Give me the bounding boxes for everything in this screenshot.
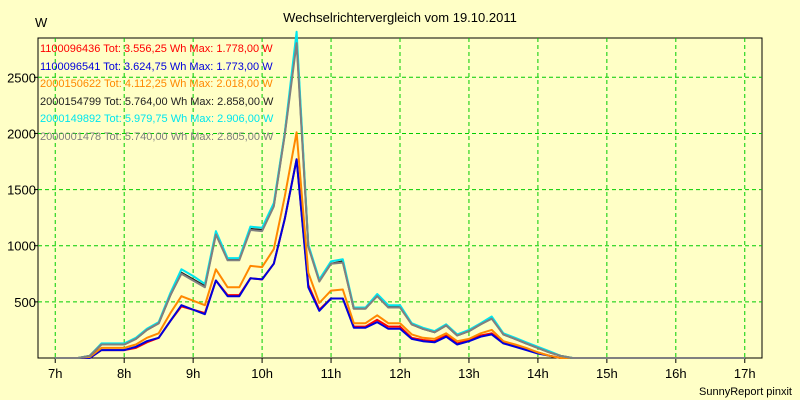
x-tick-label: 9h bbox=[186, 366, 200, 381]
legend: 1100096436 Tot: 3.556,25 Wh Max: 1.778,0… bbox=[40, 41, 273, 146]
legend-entry: 1100096541 Tot: 3.624,75 Wh Max: 1.773,0… bbox=[40, 60, 273, 73]
y-unit-label: W bbox=[35, 15, 48, 30]
legend-entry: 2000001478 Tot: 5.740,00 Wh Max: 2.805,0… bbox=[40, 130, 274, 143]
x-tick-label: 8h bbox=[117, 366, 131, 381]
y-tick-label: 500 bbox=[14, 295, 36, 310]
x-tick-label: 13h bbox=[458, 366, 480, 381]
chart-title: Wechselrichtervergleich vom 19.10.2011 bbox=[283, 10, 517, 25]
x-tick-label: 14h bbox=[527, 366, 549, 381]
legend-entry: 2000149892 Tot: 5.979,75 Wh Max: 2.906,0… bbox=[40, 113, 274, 125]
y-tick-label: 1500 bbox=[7, 183, 36, 198]
x-tick-label: 15h bbox=[596, 366, 618, 381]
series-line-6 bbox=[55, 42, 745, 359]
legend-entry: 2000154799 Tot: 5.764,00 Wh Max: 2.858,0… bbox=[40, 95, 274, 108]
legend-entry: 2000150622 Tot: 4.112,25 Wh Max: 2.018,0… bbox=[40, 78, 273, 90]
footer-credit: SunnyReport pinxit bbox=[699, 386, 792, 398]
x-tick-label: 10h bbox=[251, 366, 273, 381]
x-tick-label: 16h bbox=[665, 366, 687, 381]
y-tick-label: 2000 bbox=[7, 126, 36, 141]
y-tick-label: 1000 bbox=[7, 239, 36, 254]
legend-entry: 1100096436 Tot: 3.556,25 Wh Max: 1.778,0… bbox=[40, 43, 273, 55]
y-tick-label: 2500 bbox=[7, 70, 36, 85]
x-tick-label: 11h bbox=[321, 366, 342, 381]
x-tick-label: 12h bbox=[389, 366, 411, 381]
x-tick-label: 7h bbox=[48, 366, 62, 381]
x-tick-label: 17h bbox=[734, 366, 756, 381]
